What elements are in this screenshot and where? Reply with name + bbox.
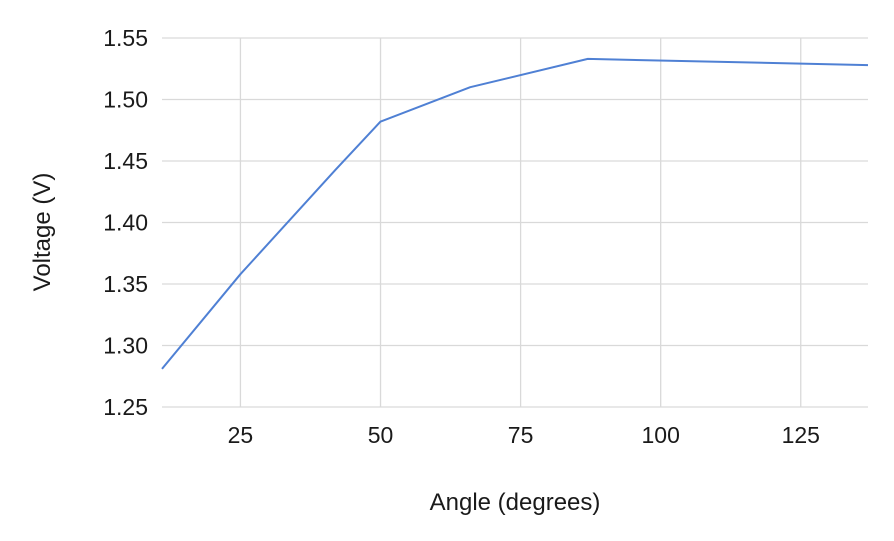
data-point [239, 273, 241, 275]
y-tick-label: 1.50 [103, 87, 148, 113]
y-tick-label: 1.45 [103, 148, 148, 174]
y-tick-label: 1.25 [103, 394, 148, 420]
x-tick-label: 50 [368, 422, 394, 448]
data-point [161, 368, 163, 370]
grid-lines [162, 37, 868, 408]
y-tick-label: 1.40 [103, 210, 148, 236]
y-axis-title: Voltage (V) [29, 173, 56, 292]
series-layer [161, 57, 869, 370]
x-tick-label: 125 [782, 422, 820, 448]
series-line [161, 57, 869, 370]
y-tick-label: 1.35 [103, 271, 148, 297]
x-tick-label: 75 [508, 422, 534, 448]
data-point [380, 121, 382, 123]
y-tick-label: 1.55 [103, 25, 148, 51]
x-axis-title: Angle (degrees) [430, 489, 601, 516]
x-tick-label: 25 [228, 422, 254, 448]
data-point [469, 86, 471, 88]
tick-labels: 1.25 1.30 1.35 1.40 1.45 1.50 1.55 25 50 75 100 125 [103, 25, 820, 448]
data-point [587, 58, 589, 60]
y-tick-label: 1.30 [103, 333, 148, 359]
x-tick-label: 100 [641, 422, 679, 448]
data-point [335, 169, 337, 171]
data-point [867, 64, 869, 66]
